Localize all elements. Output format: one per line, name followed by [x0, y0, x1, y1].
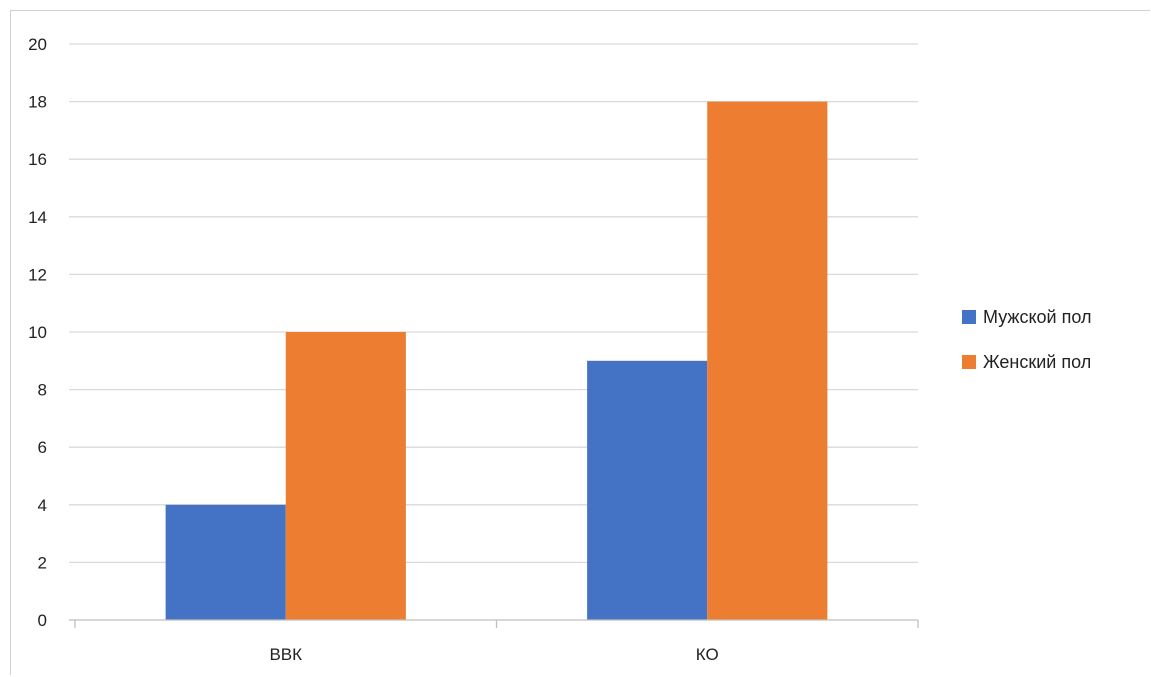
y-tick-label: 18 [28, 93, 47, 112]
bar-series-1 [165, 504, 286, 620]
y-tick-label: 16 [28, 150, 47, 169]
x-tick-label: КО [696, 645, 719, 664]
legend-swatch [962, 310, 976, 324]
y-tick-label: 12 [28, 265, 47, 284]
axes [69, 619, 919, 628]
x-tick-labels: ВВК КО [269, 645, 718, 664]
y-tick-labels: 0 2 4 6 8 10 12 14 16 18 20 [28, 35, 47, 630]
x-tick-label: ВВК [269, 645, 302, 664]
bar-series-2 [707, 101, 828, 621]
y-tick-label: 4 [38, 496, 47, 515]
y-tick-label: 8 [38, 381, 47, 400]
y-tick-label: 6 [38, 438, 47, 457]
y-tick-label: 0 [38, 611, 47, 630]
legend-label: Женский пол [983, 352, 1091, 372]
legend: Мужской пол Женский пол [962, 307, 1091, 372]
y-tick-label: 2 [38, 553, 47, 572]
legend-swatch [962, 355, 976, 369]
bar-series-2 [285, 332, 406, 620]
bar-series-1 [587, 360, 708, 620]
legend-label: Мужской пол [983, 307, 1091, 327]
y-tick-label: 14 [28, 208, 47, 227]
y-tick-label: 20 [28, 35, 47, 54]
bars [165, 101, 828, 621]
y-tick-label: 10 [28, 323, 47, 342]
